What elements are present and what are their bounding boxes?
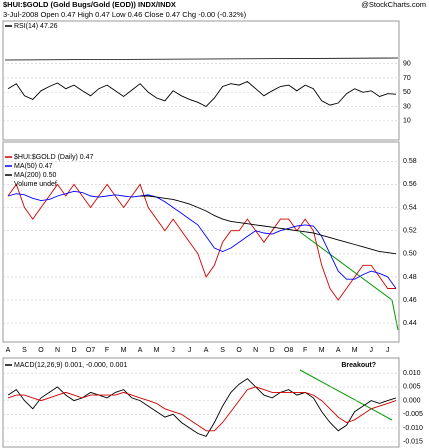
trend-line bbox=[391, 299, 399, 331]
trend-line bbox=[299, 369, 393, 421]
trend-line bbox=[4, 57, 399, 61]
x-tick-label: M bbox=[154, 347, 160, 354]
y-tick-label: -0.010 bbox=[403, 425, 423, 432]
y-tick-label: 0.58 bbox=[403, 158, 417, 165]
y-tick-label: 50 bbox=[403, 89, 411, 96]
legend-label: MA(200) 0.50 bbox=[14, 172, 57, 179]
y-tick-label: 10 bbox=[403, 118, 411, 125]
series-line bbox=[7, 183, 396, 301]
y-tick-label: 90 bbox=[403, 60, 411, 67]
series-line bbox=[7, 80, 397, 108]
y-tick-label: 0.000 bbox=[403, 397, 421, 404]
x-tick-label: O bbox=[236, 347, 242, 354]
x-tick-label: D bbox=[72, 347, 77, 354]
x-tick-label: M bbox=[319, 347, 325, 354]
x-tick-label: A bbox=[204, 347, 209, 354]
x-tick-label: A bbox=[138, 347, 143, 354]
macd-panel bbox=[2, 357, 400, 448]
legend-label: Volume undef bbox=[14, 181, 57, 188]
y-tick-label: 30 bbox=[403, 103, 411, 110]
series-line bbox=[7, 386, 397, 432]
x-tick-label: M bbox=[352, 347, 358, 354]
y-tick-label: 70 bbox=[403, 75, 411, 82]
y-tick-label: -0.015 bbox=[403, 439, 423, 446]
quote: 3-Jul-2008 Open 0.47 High 0.47 Low 0.46 … bbox=[3, 10, 247, 19]
series-line bbox=[7, 378, 397, 437]
legend-label: MACD(12,26,9) 0.001, -0.000, 0.001 bbox=[14, 362, 127, 369]
rsi-panel bbox=[2, 20, 400, 141]
x-tick-label: J bbox=[171, 347, 175, 354]
x-tick-label: F bbox=[303, 347, 307, 354]
x-tick-label: S bbox=[220, 347, 225, 354]
x-tick-label: A bbox=[6, 347, 11, 354]
y-tick-label: 0.50 bbox=[403, 251, 417, 258]
y-tick-label: 0.005 bbox=[403, 384, 421, 391]
x-tick-label: F bbox=[105, 347, 109, 354]
x-tick-label: S bbox=[22, 347, 27, 354]
y-tick-label: 0.48 bbox=[403, 274, 417, 281]
x-tick-label: A bbox=[336, 347, 341, 354]
series-line bbox=[140, 195, 397, 255]
x-tick-label: M bbox=[121, 347, 127, 354]
annotation: Breakout? bbox=[341, 362, 376, 369]
y-tick-label: -0.005 bbox=[403, 411, 423, 418]
x-tick-label: O7 bbox=[86, 347, 95, 354]
x-tick-label: N bbox=[253, 347, 258, 354]
price-panel bbox=[2, 141, 400, 343]
y-tick-label: 0.010 bbox=[403, 370, 421, 377]
trend-line bbox=[299, 231, 393, 301]
x-tick-label: O8 bbox=[284, 347, 293, 354]
x-tick-label: J bbox=[369, 347, 373, 354]
y-tick-label: 0.52 bbox=[403, 227, 417, 234]
series-line bbox=[7, 190, 397, 289]
x-tick-label: J bbox=[188, 347, 192, 354]
chart-title: $HUI:$GOLD (Gold Bugs/Gold (EOD)) INDX/I… bbox=[3, 0, 176, 9]
x-tick-label: O bbox=[38, 347, 44, 354]
x-tick-label: J bbox=[386, 347, 390, 354]
y-tick-label: 0.44 bbox=[403, 320, 417, 327]
y-tick-label: 0.46 bbox=[403, 297, 417, 304]
y-tick-label: 0.56 bbox=[403, 181, 417, 188]
x-tick-label: D bbox=[270, 347, 275, 354]
brand: @StockCharts.com bbox=[361, 0, 426, 9]
legend-label: RSI(14) 47.26 bbox=[14, 23, 58, 30]
y-tick-label: 0.54 bbox=[403, 204, 417, 211]
x-tick-label: N bbox=[55, 347, 60, 354]
legend-label: $HUI:$GOLD (Daily) 0.47 bbox=[14, 154, 93, 161]
legend-label: MA(50) 0.47 bbox=[14, 163, 53, 170]
